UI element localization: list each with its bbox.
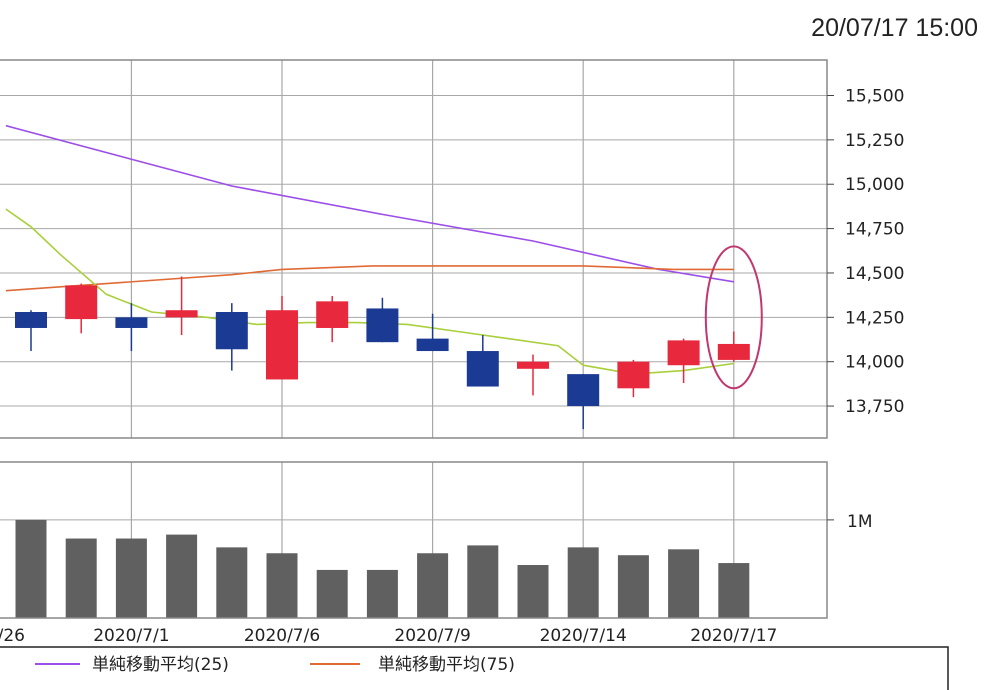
date-tick-label: 6/26: [0, 626, 25, 646]
candle-body-down: [466, 351, 499, 387]
volume-tick-label: 1M: [847, 512, 872, 532]
volume-axis-labels: 1M: [827, 512, 872, 532]
date-tick-label: 2020/7/9: [394, 626, 470, 646]
date-tick-label: 2020/7/6: [244, 626, 320, 646]
volume-bar: [718, 563, 750, 618]
volume-bars: [15, 519, 750, 618]
ma-line-ma_short: [5, 208, 734, 375]
volume-bar: [316, 569, 348, 618]
moving-average-lines: [5, 124, 734, 375]
price-tick-label: 15,250: [845, 131, 904, 151]
volume-bar: [467, 545, 499, 618]
legend: 単純移動平均(25) 単純移動平均(75): [0, 646, 949, 690]
volume-bar: [15, 519, 47, 618]
price-axis-labels: 15,500 15,250 15,000 14,750 14,500 14,250 14,0…: [827, 86, 904, 417]
candle-body-down: [215, 312, 248, 350]
volume-bar: [417, 553, 449, 618]
candle-body-down: [366, 308, 399, 343]
volume-panel-frame: [0, 461, 828, 619]
candle-body-down: [15, 312, 47, 328]
volume-bar: [216, 547, 248, 618]
candle-body-up: [667, 340, 700, 366]
legend-label-ma25: 単純移動平均(25): [92, 655, 229, 675]
highlight-ellipse: [704, 245, 763, 390]
candle-body-up: [316, 301, 349, 328]
volume-bar: [366, 569, 398, 618]
candle-body-up: [65, 285, 98, 320]
price-tick-label: 14,250: [845, 308, 904, 328]
candle-body-down: [567, 374, 600, 407]
price-tick-label: 13,750: [845, 397, 904, 417]
candle-body-up: [165, 310, 198, 318]
date-tick-label: 2020/7/17: [690, 626, 777, 646]
legend-box: [0, 646, 949, 690]
volume-bar: [266, 553, 298, 618]
legend-label-ma75: 単純移動平均(75): [378, 655, 515, 675]
price-tick-label: 15,000: [845, 175, 904, 195]
price-panel-frame: [0, 59, 828, 439]
price-tick-label: 14,750: [845, 220, 904, 240]
price-tick-label: 15,500: [845, 86, 904, 106]
candlesticks: [15, 276, 750, 430]
price-grid: [0, 60, 827, 438]
candle-body-down: [115, 317, 148, 328]
date-tick-label: 2020/7/1: [93, 626, 169, 646]
price-tick-label: 14,500: [845, 264, 904, 284]
volume-bar: [567, 547, 599, 618]
date-tick-label: 2020/7/14: [540, 626, 627, 646]
volume-bar: [517, 565, 549, 618]
volume-bar: [65, 538, 97, 618]
candle-body-up: [266, 310, 298, 380]
candle-body-up: [717, 343, 750, 360]
candle-body-down: [416, 338, 449, 352]
volume-bar: [115, 538, 147, 618]
price-tick-label: 14,000: [845, 353, 904, 373]
panel-frames: [0, 59, 828, 619]
volume-bar: [617, 555, 649, 618]
annotation-layer: [704, 245, 763, 390]
candle-body-up: [517, 361, 549, 369]
candle-body-up: [617, 361, 650, 389]
chart-timestamp: 20/07/17 15:00: [811, 14, 978, 42]
volume-bar: [668, 549, 700, 618]
volume-bar: [166, 534, 198, 618]
ma-line-ma25: [5, 124, 734, 283]
ma-line-ma75: [5, 265, 734, 292]
date-axis-labels: 6/26 2020/7/1 2020/7/6 2020/7/9 2020/7/14 202…: [0, 626, 777, 646]
